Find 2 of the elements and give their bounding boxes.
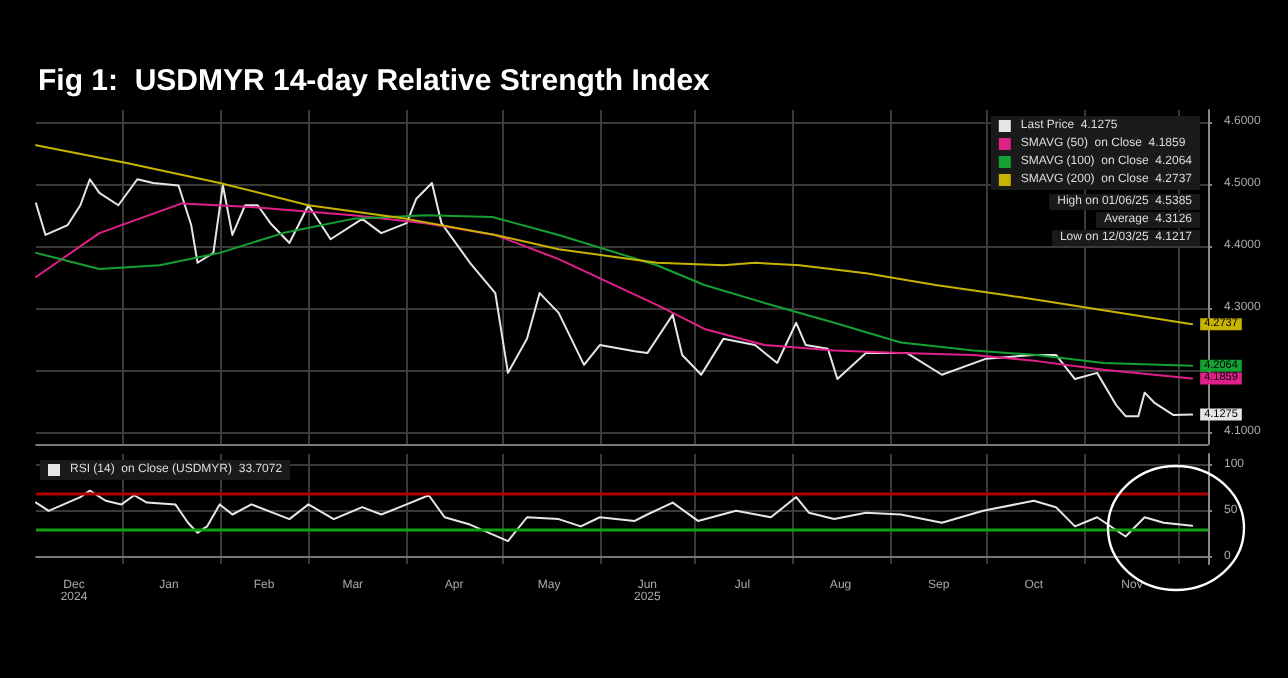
chart-title: Fig 1: USDMYR 14-day Relative Strength Index xyxy=(38,64,712,98)
line-series xyxy=(35,489,1194,543)
